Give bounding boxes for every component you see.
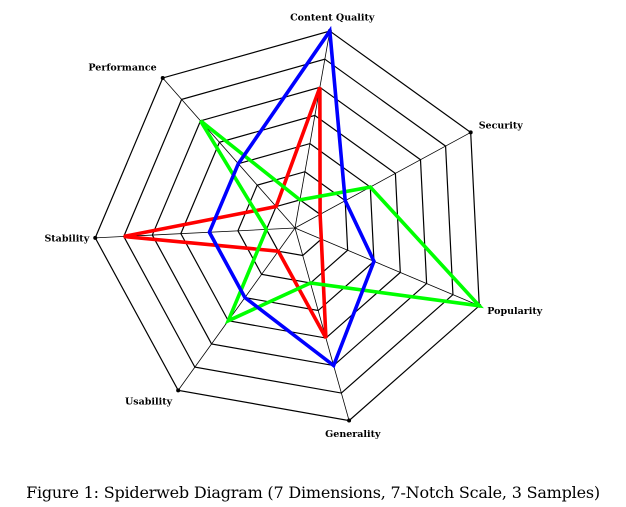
series-polygon-2 (198, 119, 484, 325)
series-polygon-1 (123, 86, 328, 339)
axis-spoke-2 (294, 227, 480, 307)
axis-label-content-quality: Content Quality (290, 12, 375, 23)
grid-layer (93, 29, 482, 423)
grid-ring-7 (94, 30, 480, 422)
axis-label-performance: Performance (88, 62, 156, 73)
axis-spoke-1 (294, 132, 471, 229)
axis-spoke-3 (294, 227, 350, 421)
spiderweb-chart: Content Quality Security Popularity General… (44, 12, 542, 440)
axis-end-dot-3 (347, 418, 352, 423)
axis-spoke-0 (294, 30, 331, 229)
axis-end-dot-5 (93, 235, 98, 240)
axis-end-dot-1 (468, 130, 473, 135)
axis-spoke-6 (162, 77, 296, 229)
axis-end-dot-6 (160, 75, 165, 80)
axis-label-generality: Generality (325, 429, 381, 440)
series-layer (123, 25, 484, 369)
axis-label-usability: Usability (125, 397, 173, 408)
figure-caption: Figure 1: Spiderweb Diagram (7 Dimension… (26, 483, 600, 502)
axis-label-popularity: Popularity (487, 306, 543, 317)
axis-end-dot-4 (176, 388, 181, 393)
grid-ring-2 (237, 171, 349, 284)
grid-ring-6 (123, 58, 454, 394)
grid-ring-4 (180, 114, 401, 339)
axis-label-stability: Stability (44, 234, 89, 245)
grid-ring-5 (151, 86, 428, 367)
axis-labels: Content Quality Security Popularity General… (44, 12, 542, 440)
axis-spoke-4 (177, 227, 296, 391)
axis-label-security: Security (479, 121, 524, 132)
series-polygon-3 (207, 25, 376, 369)
